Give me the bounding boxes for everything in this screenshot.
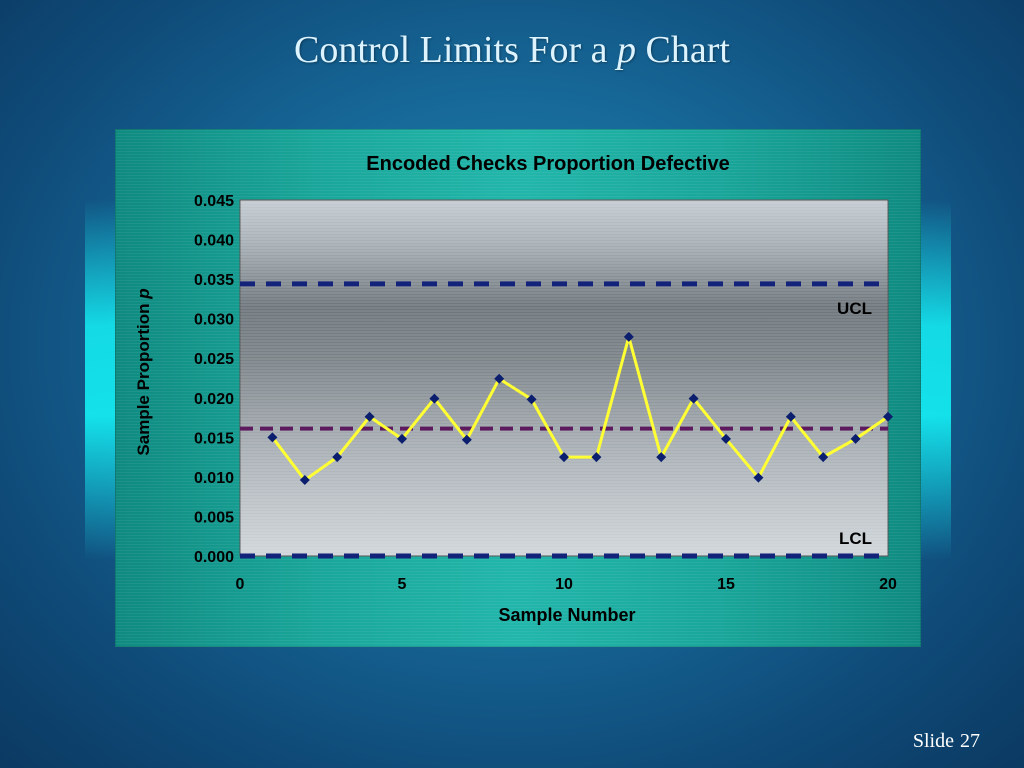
data-point (883, 411, 893, 422)
ucl-label: UCL (837, 299, 872, 318)
data-point (656, 452, 667, 463)
slide-title-main: Control Limits For a (294, 29, 618, 71)
chart-title: Encoded Checks Proportion Defective (366, 153, 729, 175)
y-axis-label-main: Sample Proportion (134, 299, 153, 456)
x-tick-labels: 0 5 10 15 20 (236, 576, 897, 593)
data-point (299, 475, 310, 486)
data-point (688, 393, 699, 404)
y-axis-label-italic: p (134, 288, 153, 299)
slide-label: Slide (912, 730, 954, 752)
y-tick-label: 0.015 (194, 430, 234, 447)
data-point (850, 433, 861, 444)
y-tick-label: 0.035 (194, 272, 234, 289)
data-point (332, 452, 343, 463)
x-tick-label: 15 (717, 576, 735, 593)
series-defective (267, 331, 893, 486)
data-point (785, 411, 796, 422)
slide-title: Control Limits For a p Chart (0, 28, 1024, 72)
y-tick-label: 0.040 (194, 233, 234, 250)
right-glow-decoration (921, 200, 951, 560)
x-axis-label: Sample Number (498, 605, 635, 625)
data-point (461, 434, 472, 445)
left-glow-decoration (85, 200, 115, 560)
y-tick-label: 0.025 (194, 351, 234, 368)
y-tick-label: 0.045 (194, 193, 234, 210)
x-tick-label: 20 (879, 576, 897, 593)
data-point (591, 452, 602, 463)
y-tick-label: 0.020 (194, 391, 234, 408)
slide-title-italic: p (617, 29, 637, 71)
y-tick-label: 0.030 (194, 312, 234, 329)
data-point (559, 452, 569, 463)
plot-area (239, 199, 889, 557)
slide-number-value: 27 (960, 730, 980, 752)
plot-grid (240, 202, 888, 555)
y-axis-label: Sample Proportion p (134, 288, 153, 455)
data-point (397, 433, 407, 444)
x-tick-label: 0 (236, 576, 245, 593)
x-tick-label: 5 (398, 576, 407, 593)
data-point (429, 393, 440, 404)
y-tick-label: 0.005 (194, 509, 234, 526)
data-point (721, 433, 731, 444)
control-lines: UCL LCL (240, 281, 888, 559)
slide-title-end: Chart (636, 29, 730, 71)
data-point (753, 472, 764, 483)
data-point (623, 331, 634, 342)
data-point (267, 432, 278, 443)
data-point (818, 452, 829, 463)
lcl-label: LCL (839, 529, 872, 548)
slide-number: Slide 27 (907, 730, 980, 753)
x-tick-label: 10 (555, 576, 573, 593)
data-point (526, 394, 537, 405)
y-tick-labels: 0.000 0.005 0.010 0.015 0.020 0.025 0.030 0.035… (194, 193, 234, 566)
y-tick-label: 0.000 (194, 549, 234, 566)
y-tick-label: 0.010 (194, 470, 234, 487)
series-line (271, 331, 889, 483)
data-point (494, 373, 505, 384)
data-point (364, 411, 375, 422)
